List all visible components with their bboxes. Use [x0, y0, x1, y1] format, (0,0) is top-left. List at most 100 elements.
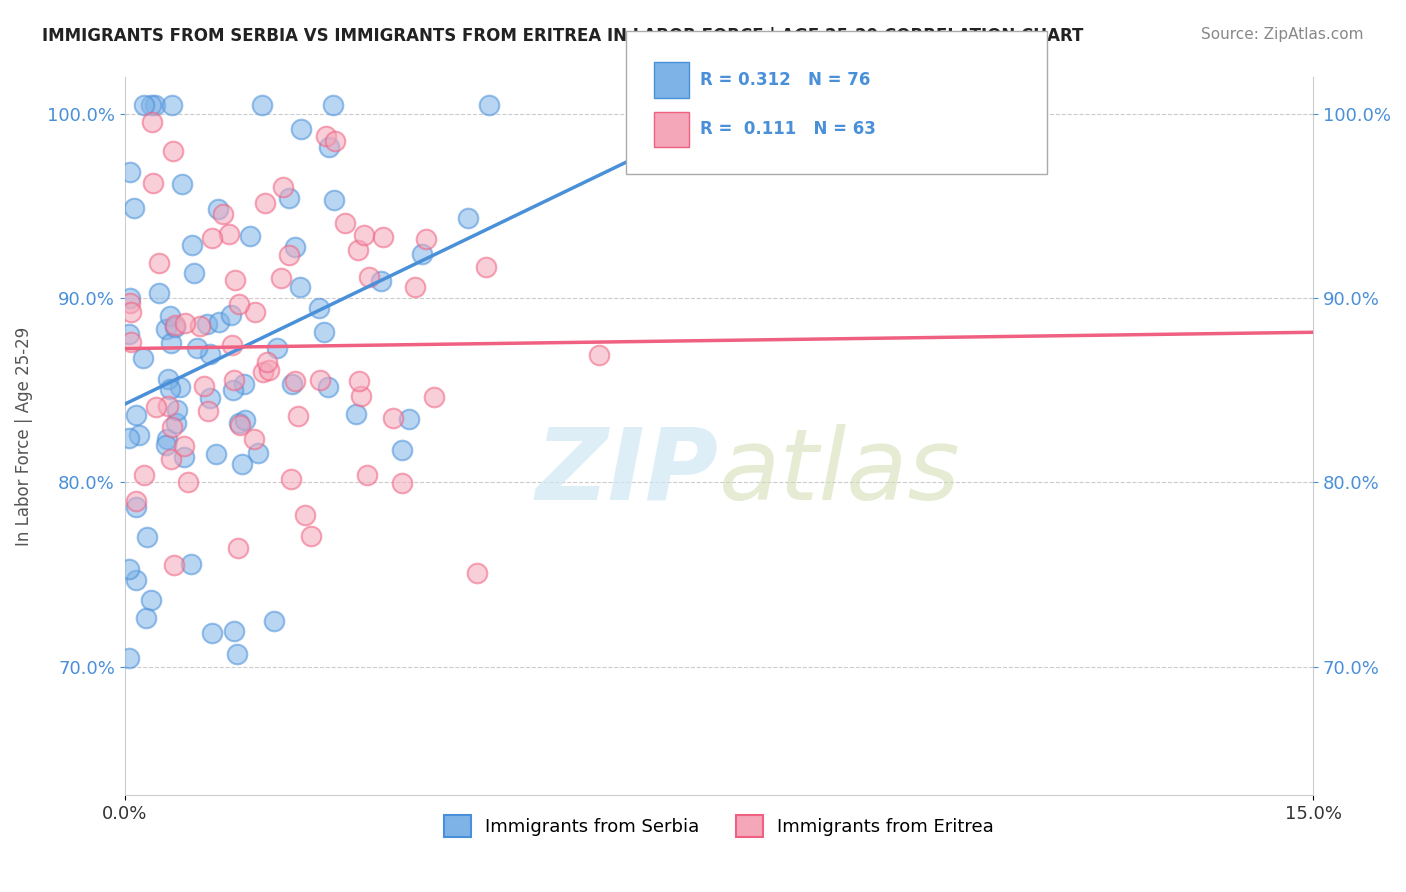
Point: [290, 121, 312, 136]
Point: [125, 409, 148, 423]
Point: [219, 308, 242, 322]
Point: [135, 530, 157, 544]
Point: [117, 650, 139, 665]
Point: [141, 115, 163, 129]
Point: [132, 98, 155, 112]
Point: [156, 432, 179, 446]
Point: [198, 347, 221, 361]
Point: [465, 566, 488, 580]
Text: ZIP: ZIP: [536, 424, 718, 521]
Point: [347, 374, 370, 388]
Point: [204, 447, 226, 461]
Point: [120, 335, 142, 350]
Point: [398, 411, 420, 425]
Point: [160, 451, 183, 466]
Point: [118, 562, 141, 576]
Point: [308, 301, 330, 315]
Point: [173, 450, 195, 464]
Point: [315, 128, 337, 143]
Point: [294, 508, 316, 522]
Point: [135, 611, 157, 625]
Point: [173, 438, 195, 452]
Point: [162, 145, 184, 159]
Point: [155, 321, 177, 335]
Point: [222, 383, 245, 397]
Point: [117, 326, 139, 341]
Point: [270, 271, 292, 285]
Point: [155, 438, 177, 452]
Point: [145, 400, 167, 414]
Point: [287, 409, 309, 424]
Point: [323, 134, 346, 148]
Point: [636, 98, 658, 112]
Point: [280, 472, 302, 486]
Point: [118, 164, 141, 178]
Point: [346, 243, 368, 257]
Point: [156, 400, 179, 414]
Point: [266, 341, 288, 355]
Point: [404, 280, 426, 294]
Point: [193, 378, 215, 392]
Point: [165, 417, 187, 431]
Point: [118, 431, 141, 445]
Point: [124, 494, 146, 508]
Point: [139, 98, 162, 112]
Text: R =  0.111   N = 63: R = 0.111 N = 63: [700, 120, 876, 138]
Point: [271, 179, 294, 194]
Point: [165, 320, 187, 334]
Point: [228, 416, 250, 430]
Point: [229, 418, 252, 433]
Point: [124, 500, 146, 514]
Point: [371, 230, 394, 244]
Point: [323, 193, 346, 207]
Point: [160, 420, 183, 434]
Point: [222, 373, 245, 387]
Point: [128, 428, 150, 442]
Point: [162, 98, 184, 112]
Point: [283, 240, 305, 254]
Point: [166, 403, 188, 417]
Point: [226, 541, 249, 555]
Point: [288, 280, 311, 294]
Point: [344, 407, 367, 421]
Point: [457, 211, 479, 226]
Point: [183, 266, 205, 280]
Point: [201, 231, 224, 245]
Point: [391, 476, 413, 491]
Point: [148, 256, 170, 270]
Point: [411, 247, 433, 261]
Point: [198, 391, 221, 405]
Point: [475, 260, 498, 274]
Legend: Immigrants from Serbia, Immigrants from Eritrea: Immigrants from Serbia, Immigrants from …: [437, 807, 1001, 844]
Point: [221, 338, 243, 352]
Point: [142, 176, 165, 190]
Point: [254, 196, 277, 211]
Point: [256, 354, 278, 368]
Point: [124, 201, 146, 215]
Point: [318, 140, 340, 154]
Point: [243, 433, 266, 447]
Point: [250, 98, 273, 112]
Point: [163, 318, 186, 332]
Point: [125, 573, 148, 587]
Point: [381, 411, 404, 425]
Point: [139, 593, 162, 607]
Point: [238, 228, 260, 243]
Point: [174, 316, 197, 330]
Point: [333, 216, 356, 230]
Point: [211, 207, 233, 221]
Point: [148, 285, 170, 300]
Point: [246, 446, 269, 460]
Point: [245, 304, 267, 318]
Point: [134, 467, 156, 482]
Point: [207, 202, 229, 216]
Point: [252, 365, 274, 379]
Point: [415, 232, 437, 246]
Point: [177, 475, 200, 490]
Point: [322, 98, 344, 112]
Point: [160, 336, 183, 351]
Point: [180, 557, 202, 571]
Point: [188, 319, 211, 334]
Point: [132, 351, 155, 366]
Text: Source: ZipAtlas.com: Source: ZipAtlas.com: [1201, 27, 1364, 42]
